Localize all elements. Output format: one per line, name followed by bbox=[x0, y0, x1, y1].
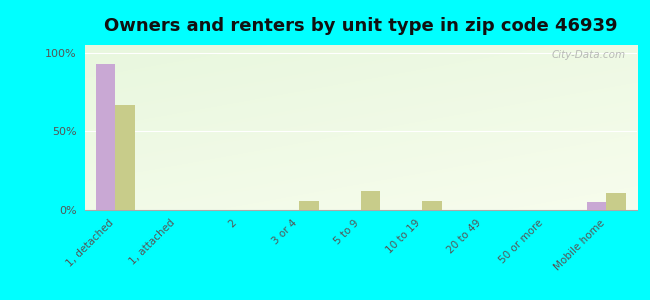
Bar bbox=[115, 105, 135, 210]
Bar bbox=[96, 64, 115, 210]
Bar bbox=[361, 191, 380, 210]
Title: Owners and renters by unit type in zip code 46939: Owners and renters by unit type in zip c… bbox=[104, 16, 618, 34]
Text: City-Data.com: City-Data.com bbox=[552, 50, 626, 60]
Bar bbox=[422, 201, 442, 210]
Bar bbox=[300, 201, 319, 210]
Bar bbox=[587, 202, 606, 210]
Bar bbox=[606, 193, 626, 210]
